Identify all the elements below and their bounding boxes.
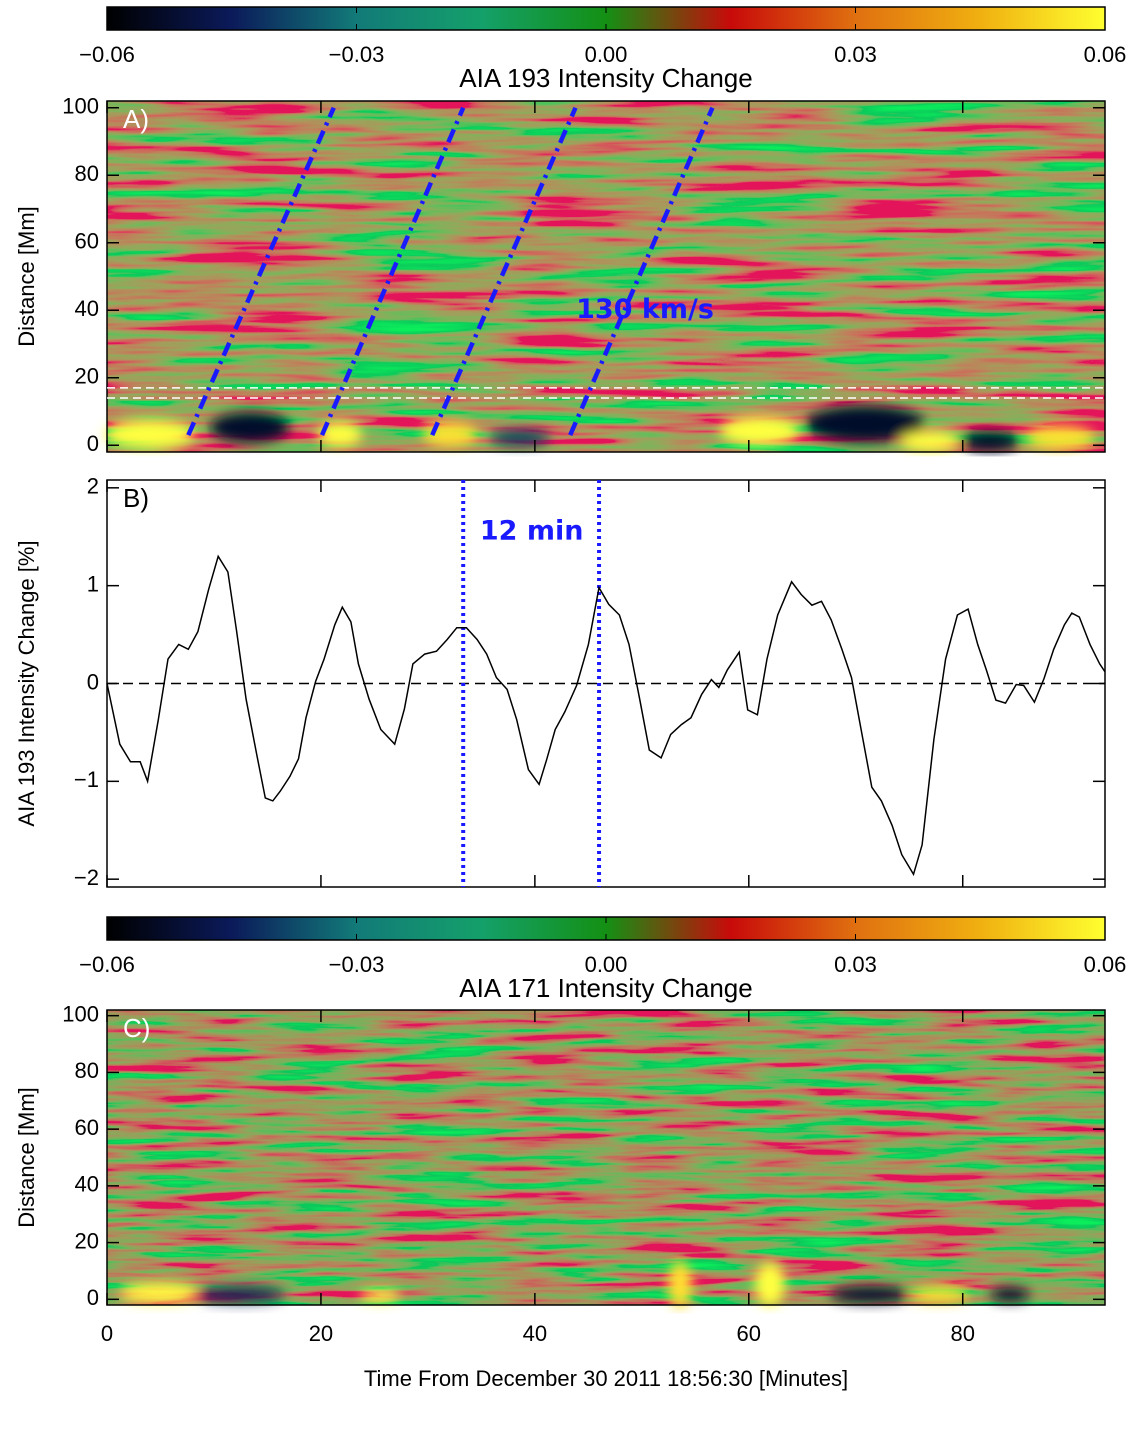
y-tick-label: 1 — [87, 571, 99, 596]
y-tick-label: 80 — [75, 161, 99, 186]
heatmap-blob — [805, 405, 925, 442]
y-tick-label: 60 — [75, 1115, 99, 1140]
panel-label: A) — [123, 104, 149, 134]
y-tick-label: 100 — [62, 1001, 99, 1026]
colorbar-tick-label: 0.03 — [834, 952, 877, 977]
plot-frame — [106, 1009, 1106, 1306]
heatmap-blob — [830, 1286, 910, 1303]
y-tick-label: −1 — [74, 767, 99, 792]
heatmap-blob — [1025, 425, 1095, 450]
y-axis-label: Distance [Mm] — [14, 206, 39, 347]
speed-line — [568, 106, 715, 437]
y-tick-label: −2 — [74, 865, 99, 890]
y-tick-label: 80 — [75, 1058, 99, 1083]
panel-label: B) — [123, 483, 149, 513]
x-tick-label: 40 — [523, 1321, 547, 1346]
heatmap-features — [120, 1260, 1030, 1309]
heatmap-blob — [960, 431, 1020, 452]
heatmap-blob — [900, 431, 960, 452]
colorbar-tick-label: −0.06 — [79, 952, 135, 977]
y-tick-label: 20 — [75, 364, 99, 389]
speed-line — [186, 106, 336, 437]
colorbar-tick-label: −0.03 — [329, 42, 385, 67]
y-tick-label: 0 — [87, 431, 99, 456]
heatmap-blob — [210, 412, 290, 443]
heatmap-blob — [668, 1260, 692, 1309]
y-tick-label: 0 — [87, 1285, 99, 1310]
speed-line — [430, 106, 578, 437]
colorbar-tick-label: 0.00 — [585, 42, 628, 67]
colorbar-tick-label: −0.03 — [329, 952, 385, 977]
heatmap-blob — [990, 1287, 1030, 1302]
colorbar-title: AIA 171 Intensity Change — [459, 973, 752, 1003]
y-tick-label: 40 — [75, 1172, 99, 1197]
y-tick-label: 100 — [62, 94, 99, 119]
heatmap-blob — [490, 429, 550, 446]
x-tick-label: 0 — [101, 1321, 113, 1346]
plot-frame — [106, 100, 1106, 453]
heatmap-blob — [120, 1283, 200, 1304]
data-line — [106, 554, 1106, 877]
heatmap-blob — [105, 420, 195, 449]
heatmap-blob — [318, 422, 362, 447]
colorbar-tick-label: 0.06 — [1084, 42, 1127, 67]
colorbar-tick-label: −0.06 — [79, 42, 135, 67]
colorbar-title: AIA 193 Intensity Change — [459, 63, 752, 93]
y-tick-label: 40 — [75, 296, 99, 321]
annotation: 130 km/s — [576, 294, 714, 325]
colorbar-tick-label: 0.00 — [585, 952, 628, 977]
heatmap-image — [107, 1010, 1105, 1305]
heatmap-blob — [910, 1286, 970, 1303]
y-axis-label: Distance [Mm] — [14, 1087, 39, 1228]
panel-label: C) — [123, 1013, 150, 1043]
colorbar-tick-label: 0.06 — [1084, 952, 1127, 977]
x-axis-label: Time From December 30 2011 18:56:30 [Min… — [364, 1366, 848, 1391]
y-tick-label: 0 — [87, 669, 99, 694]
colorbar-tick-label: 0.03 — [834, 42, 877, 67]
heatmap-blob — [195, 1286, 285, 1303]
heatmap-image — [107, 101, 1105, 452]
heatmap-blob — [360, 1290, 400, 1303]
speed-line — [319, 106, 466, 437]
heatmap-blob — [755, 1262, 785, 1307]
y-axis-label: AIA 193 Intensity Change [%] — [14, 540, 39, 826]
annotation: 12 min — [480, 515, 584, 546]
x-tick-label: 20 — [309, 1321, 333, 1346]
x-tick-label: 60 — [737, 1321, 761, 1346]
heatmap-blob — [720, 416, 800, 445]
y-tick-label: 60 — [75, 229, 99, 254]
y-tick-label: 2 — [87, 474, 99, 499]
x-tick-label: 80 — [950, 1321, 974, 1346]
heatmap-blob — [422, 422, 478, 447]
y-tick-label: 20 — [75, 1228, 99, 1253]
